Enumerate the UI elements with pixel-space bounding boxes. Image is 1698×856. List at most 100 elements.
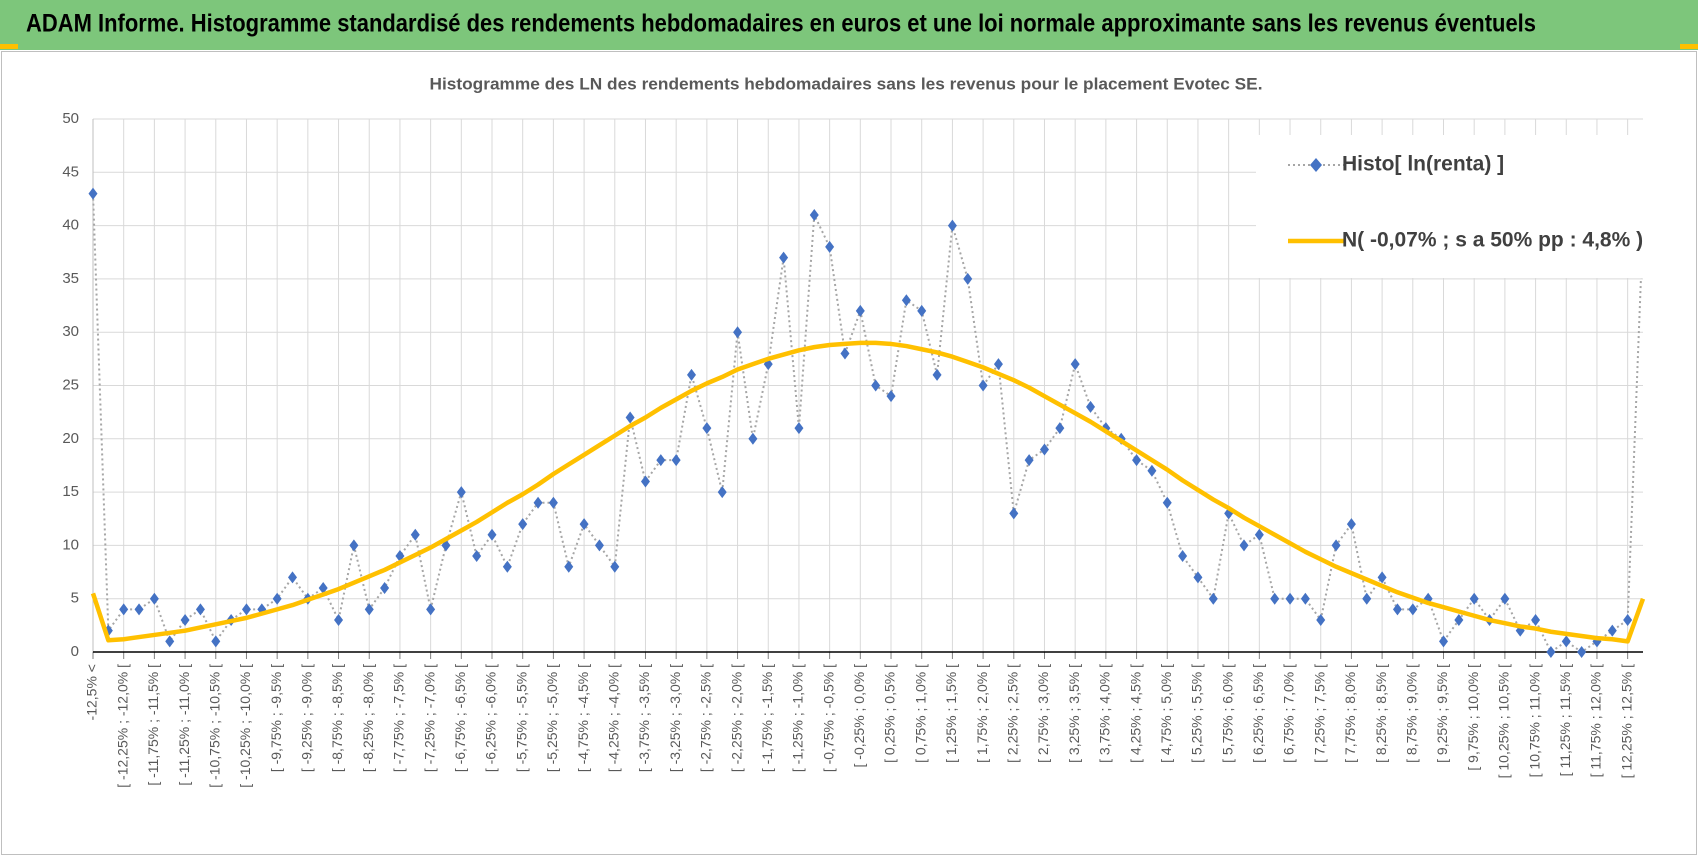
x-tick-label: [ 8,25% ; 8,5% [ [1373,664,1389,763]
x-tick-label: [ 2,75% ; 3,0% [ [1035,664,1051,763]
x-tick-label: [ 7,75% ; 8,0% [ [1342,664,1358,763]
data-point [1392,603,1402,616]
data-point [1208,592,1218,605]
data-point [702,422,712,435]
data-point [640,475,650,488]
data-point [1500,592,1510,605]
x-tick-label: [ 10,25% ; 10,5% [ [1496,664,1512,779]
y-tick-label: 25 [62,376,79,393]
x-tick-label: [ -7,75% ; -7,5% [ [391,664,407,772]
data-point [1454,614,1464,627]
data-point [1546,646,1556,658]
data-point [1239,539,1249,552]
data-point [195,603,205,616]
data-point [978,379,988,392]
x-tick-label: [ 1,25% ; 1,5% [ [943,664,959,763]
x-tick-label: [ -5,75% ; -5,5% [ [513,664,529,772]
x-tick-label: [ -9,75% ; -9,5% [ [268,664,284,772]
data-point [1009,507,1019,520]
series-line [92,193,1644,653]
data-point [456,486,466,499]
data-point [180,614,190,627]
data-point [119,603,129,616]
x-tick-label: [ 4,75% ; 5,0% [ [1158,664,1174,763]
data-point [165,635,175,648]
corner-mark [0,44,18,49]
x-tick-label: [ 1,75% ; 2,0% [ [974,664,990,763]
y-tick-label: 50 [62,110,79,127]
x-tick-label: [ -2,25% ; -2,0% [ [728,664,744,772]
x-tick-label: [ -11,75% ; -11,5% [ [145,664,161,786]
data-point [472,550,482,563]
data-point [1377,571,1387,584]
data-point [288,571,298,584]
data-point [1623,614,1633,627]
x-tick-label: [ -0,25% ; 0,0% [ [851,664,867,768]
data-point [625,411,635,424]
y-tick-label: 0 [71,643,79,660]
data-point [1316,614,1326,627]
x-tick-label: [ 6,25% ; 6,5% [ [1250,664,1266,763]
data-point [349,539,359,552]
data-point [1331,539,1341,552]
data-point [364,603,374,616]
x-tick-label: [ 2,25% ; 2,5% [ [1004,664,1020,763]
data-point [779,251,789,264]
legend-box [1256,135,1651,278]
data-point [748,432,758,445]
x-tick-label: [ -8,75% ; -8,5% [ [329,664,345,772]
data-point [1162,496,1172,509]
data-point [1531,614,1541,627]
data-point [717,486,727,499]
data-point [594,539,604,552]
data-point [1270,592,1280,605]
data-point [410,528,420,541]
x-tick-label: [ 6,75% ; 7,0% [ [1281,664,1297,763]
data-point [318,582,328,595]
data-point [564,560,574,573]
data-point [963,272,973,285]
data-point [794,422,804,435]
x-tick-label: [ 3,25% ; 3,5% [ [1066,664,1082,763]
y-tick-label: 5 [71,590,79,607]
x-tick-label: [ -2,75% ; -2,5% [ [698,664,714,772]
x-tick-label: -12,5% < [84,664,100,720]
data-point [1362,592,1372,605]
x-tick-label: [ -3,25% ; -3,0% [ [667,664,683,772]
x-tick-label: [ -9,25% ; -9,0% [ [299,664,315,772]
data-point [610,560,620,573]
y-tick-label: 20 [62,430,79,447]
x-tick-label: [ 11,75% ; 12,0% [ [1588,664,1604,777]
y-tick-label: 45 [62,163,79,180]
x-tick-label: [ 5,25% ; 5,5% [ [1189,664,1205,763]
data-point [993,358,1003,371]
data-point [1254,528,1264,541]
data-point [211,635,221,648]
data-point [1408,603,1418,616]
y-tick-label: 30 [62,323,79,340]
header-band [0,0,1698,50]
x-tick-label: [ -10,75% ; -10,5% [ [206,664,222,788]
series-line [90,340,1646,644]
data-point [656,454,666,467]
x-tick-label: [ 9,75% ; 10,0% [ [1465,664,1481,771]
x-tick-label: [ -0,75% ; -0,5% [ [820,664,836,772]
x-tick-label: [ -5,25% ; -5,0% [ [544,664,560,772]
y-tick-label: 40 [62,217,79,234]
data-point [1346,518,1356,531]
data-point [932,368,942,381]
data-point [1039,443,1049,456]
x-tick-label: [ -11,25% ; -11,0% [ [176,664,192,786]
x-tick-label: [ -6,25% ; -6,0% [ [483,664,499,772]
data-point [502,560,512,573]
x-tick-label: [ -12,25% ; -12,0% [ [114,664,130,788]
data-point [548,496,558,509]
x-tick-label: [ -1,75% ; -1,5% [ [759,664,775,772]
data-point [241,603,251,616]
data-point [1024,454,1034,467]
x-tick-label: [ -4,25% ; -4,0% [ [605,664,621,772]
data-point [1193,571,1203,584]
y-tick-label: 15 [62,483,79,500]
x-tick-label: [ -1,25% ; -1,0% [ [790,664,806,772]
x-tick-label: [ 7,25% ; 7,5% [ [1311,664,1327,763]
